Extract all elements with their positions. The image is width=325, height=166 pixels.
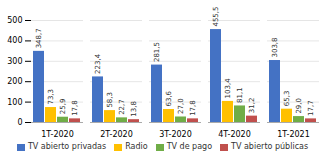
svg-text:4T-2020: 4T-2020 (218, 130, 251, 139)
svg-text:63,6: 63,6 (165, 90, 173, 106)
svg-text:29,0: 29,0 (295, 98, 303, 114)
svg-text:13,8: 13,8 (130, 101, 138, 117)
svg-text:2T-2020: 2T-2020 (100, 130, 133, 139)
svg-text:1T-2021: 1T-2021 (277, 130, 310, 139)
html-text:TV abierto privadas: TV abierto privadas (27, 142, 107, 151)
svg-text:300: 300 (7, 57, 22, 66)
html-text:TV abierto públicas: TV abierto públicas (231, 142, 309, 151)
svg-text:73,3: 73,3 (47, 89, 55, 105)
html-text:Radio: Radio (125, 142, 148, 151)
svg-text:17,7: 17,7 (307, 100, 315, 116)
svg-text:17,8: 17,8 (71, 100, 79, 116)
svg-text:22,7: 22,7 (118, 99, 126, 115)
svg-text:3T-2020: 3T-2020 (159, 130, 192, 139)
svg-text:65,3: 65,3 (283, 91, 291, 107)
svg-text:58,3: 58,3 (106, 92, 114, 108)
svg-text:1T-2020: 1T-2020 (41, 130, 74, 139)
svg-text:500: 500 (7, 16, 22, 25)
svg-text:100: 100 (7, 98, 22, 107)
svg-text:81,1: 81,1 (236, 87, 244, 103)
svg-text:455,5: 455,5 (212, 7, 220, 27)
svg-text:17,8: 17,8 (189, 100, 197, 116)
svg-text:0: 0 (17, 118, 22, 127)
svg-text:223,4: 223,4 (94, 53, 102, 74)
svg-text:103,4: 103,4 (224, 78, 232, 99)
svg-text:200: 200 (7, 77, 22, 86)
svg-text:400: 400 (7, 36, 22, 45)
svg-text:281,5: 281,5 (153, 42, 161, 62)
svg-text:303,8: 303,8 (271, 37, 279, 57)
html-text:TV de pago: TV de pago (166, 142, 213, 151)
svg-text:348,7: 348,7 (35, 28, 43, 48)
svg-text:25,9: 25,9 (59, 99, 67, 115)
svg-text:27,0: 27,0 (177, 98, 185, 114)
svg-text:31,2: 31,2 (248, 98, 256, 114)
